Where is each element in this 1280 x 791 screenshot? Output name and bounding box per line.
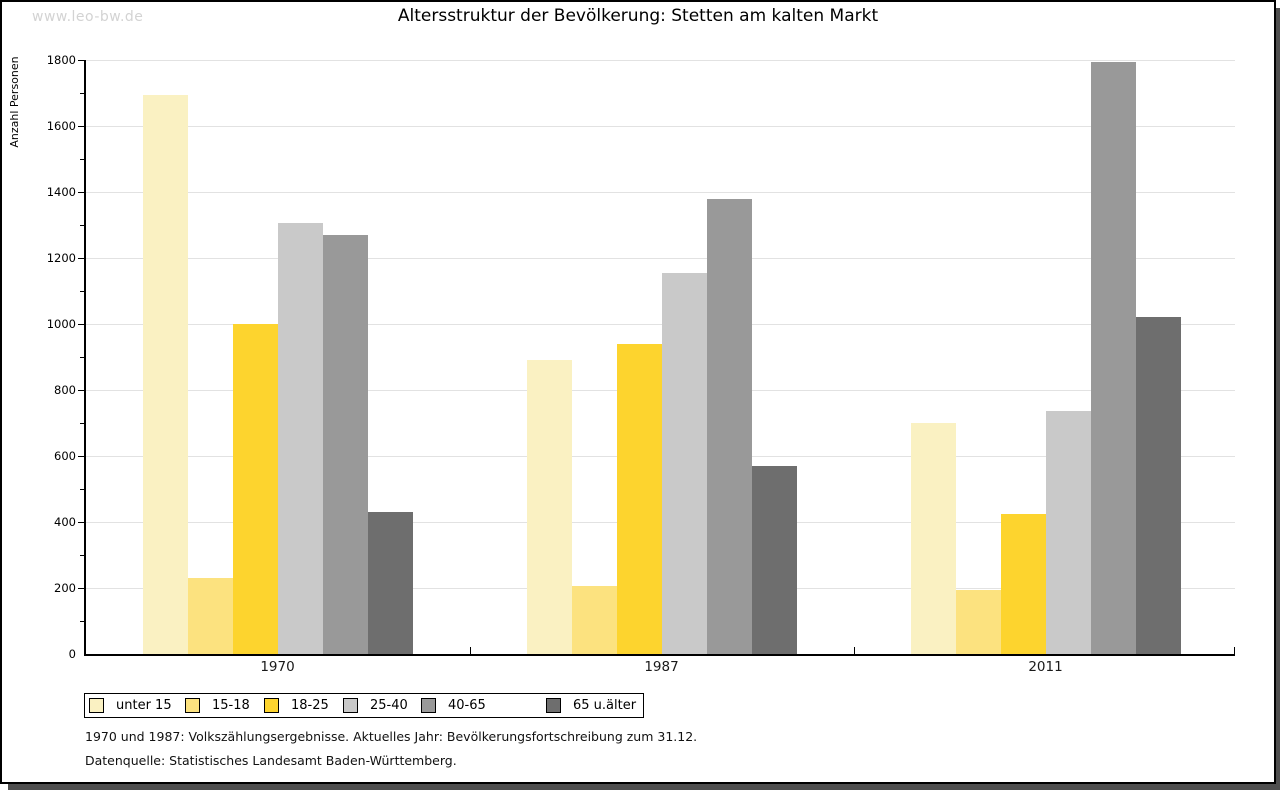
y-axis-tick-label: 1400 [46,185,76,199]
y-axis-tick [78,191,84,193]
legend-item-unter-15: unter 15 [89,694,172,717]
y-axis-tick [78,257,84,259]
gridline [86,191,1235,193]
bar-1987-40-65 [706,198,752,654]
legend: unter 15 15-18 18-25 25-40 40-65 65 u.älter [84,693,644,718]
bar-1987-25-40 [661,272,707,654]
y-axis-tick [78,455,84,457]
y-axis-tick-label: 800 [54,383,76,397]
bar-1987-unter-15 [526,360,572,654]
legend-swatch-icon [89,698,104,713]
y-axis-tick-label: 1800 [46,53,76,67]
bar-1987-18-25 [616,343,662,654]
legend-swatch-icon [343,698,358,713]
bar-2011-40-65 [1090,61,1136,654]
y-axis-tick [80,158,84,160]
x-axis-label-1970: 1970 [260,659,295,675]
y-axis-tick-label: 1600 [46,119,76,133]
chart-title: Altersstruktur der Bevölkerung: Stetten … [397,6,879,26]
x-axis-label-2011: 2011 [1028,659,1063,675]
bar-2011-15-18 [955,589,1001,654]
plot-area: 0 200 400 600 800 1000 1200 1400 1600 1800 1970 198… [47,53,1235,675]
legend-item-65-u.älter: 65 u.älter [546,694,636,717]
legend-label: 15-18 [212,698,250,713]
y-axis-tick [80,224,84,226]
legend-label: 65 u.älter [573,698,637,713]
bar-2011-25-40 [1045,411,1091,654]
y-axis-tick [80,92,84,94]
legend-item-18-25: 18-25 [264,694,329,717]
y-axis-tick-label: 1200 [46,251,76,265]
bar-1970-40-65 [322,234,368,654]
bar-1970-15-18 [187,578,233,654]
y-axis-tick [80,422,84,424]
bar-1987-15-18 [571,586,617,654]
y-axis-tick [78,59,84,61]
y-axis-tick [78,125,84,127]
y-axis-tick [78,521,84,523]
bar-2011-65-u.älter [1135,317,1181,654]
legend-swatch-icon [546,698,561,713]
y-axis-tick [78,389,84,391]
y-axis-tick [80,488,84,490]
y-axis-tick-label: 200 [54,581,76,595]
y-axis-tick-label: 600 [54,449,76,463]
legend-label: unter 15 [116,698,172,713]
footnote-source-line: 1970 und 1987: Volkszählungsergebnisse. … [85,729,698,744]
bar-1987-65-u.älter [751,465,797,654]
x-axis-tick [853,647,855,654]
y-axis-tick-label: 400 [54,515,76,529]
y-axis-tick [80,356,84,358]
y-axis-tick-label: 1000 [46,317,76,331]
bar-1970-unter-15 [142,94,188,654]
legend-item-15-18: 15-18 [185,694,250,717]
legend-label: 40-65 [448,698,486,713]
x-axis-tick [469,647,471,654]
y-axis-tick [78,587,84,589]
gridline [86,125,1235,127]
gridline [86,59,1235,61]
x-axis-tick [1234,647,1235,654]
bar-1970-18-25 [232,324,278,654]
bar-1970-25-40 [277,223,323,654]
gridline [86,257,1235,259]
y-axis-tick [80,290,84,292]
bar-1970-65-u.älter [367,512,413,654]
legend-item-25-40: 25-40 [343,694,408,717]
legend-swatch-icon [421,698,436,713]
bar-2011-unter-15 [910,423,956,654]
legend-item-40-65: 40-65 [421,694,486,717]
y-axis-label: Anzahl Personen [8,56,21,148]
x-axis-label-1987: 1987 [644,659,679,675]
y-axis-tick [78,323,84,325]
bar-2011-18-25 [1000,513,1046,654]
gridline [86,323,1235,325]
legend-swatch-icon [264,698,279,713]
y-axis-tick [80,620,84,622]
y-axis-tick-label: 0 [68,647,76,661]
footnote-datasource: Datenquelle: Statistisches Landesamt Bad… [85,753,457,768]
y-axis-tick [80,554,84,556]
legend-swatch-icon [185,698,200,713]
watermark: www.leo-bw.de [32,9,144,25]
legend-label: 18-25 [291,698,329,713]
legend-label: 25-40 [370,698,408,713]
